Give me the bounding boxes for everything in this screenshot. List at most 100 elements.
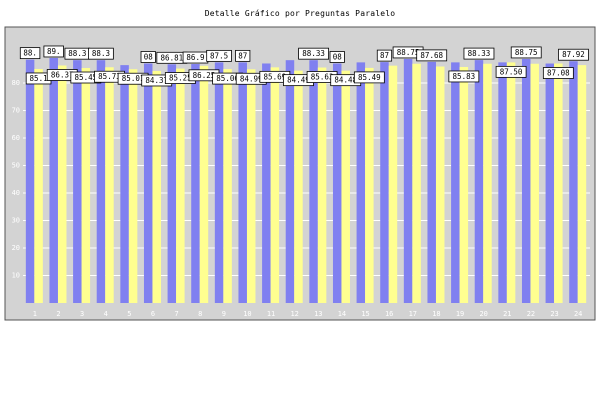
data-label: 88.3 bbox=[88, 47, 114, 60]
data-label-box bbox=[510, 46, 542, 59]
bar bbox=[577, 65, 587, 303]
x-tick-label: 6 bbox=[151, 310, 155, 318]
data-label: 08 bbox=[140, 51, 156, 63]
bar bbox=[451, 62, 460, 303]
data-label-box bbox=[376, 49, 393, 62]
bar bbox=[49, 57, 58, 303]
y-tick-label: 20 bbox=[12, 244, 20, 252]
data-label: 85.49 bbox=[353, 71, 385, 84]
x-tick-label: 13 bbox=[314, 310, 322, 318]
y-tick-label: 40 bbox=[12, 189, 20, 197]
data-label: 87.08 bbox=[542, 67, 574, 79]
bar bbox=[459, 66, 469, 303]
bar bbox=[380, 62, 389, 303]
x-tick-label: 15 bbox=[361, 310, 369, 318]
data-label-text: 85.63 bbox=[311, 73, 334, 82]
data-label-box bbox=[43, 45, 64, 58]
data-label: 88.33 bbox=[463, 47, 495, 60]
data-label-text: 85.73 bbox=[98, 72, 121, 81]
bar bbox=[128, 69, 138, 303]
x-tick-label: 17 bbox=[409, 310, 417, 318]
bar bbox=[341, 70, 350, 304]
data-label-text: 85.1 bbox=[30, 74, 48, 83]
data-label-box bbox=[448, 70, 480, 83]
bar bbox=[365, 67, 374, 303]
x-tick-label: 4 bbox=[104, 310, 108, 318]
bar bbox=[569, 61, 578, 303]
data-label: 87 bbox=[376, 49, 393, 62]
bar bbox=[270, 67, 280, 303]
data-label: 08 bbox=[329, 51, 345, 63]
data-label-text: 87.5 bbox=[210, 51, 228, 60]
x-tick-label: 2 bbox=[56, 310, 60, 318]
data-label-box bbox=[558, 48, 589, 61]
data-label-text: 87.08 bbox=[547, 69, 570, 78]
chart-title: Detalle Gráfico por Preguntas Paralelo bbox=[204, 9, 396, 18]
data-label: 86.81 bbox=[156, 51, 188, 64]
y-tick-label: 30 bbox=[12, 217, 20, 225]
x-tick-label: 19 bbox=[456, 310, 464, 318]
bar bbox=[474, 60, 484, 303]
data-label-text: 88.3 bbox=[68, 49, 86, 58]
data-label-text: 88. bbox=[23, 49, 37, 58]
data-label-text: 08 bbox=[333, 52, 343, 61]
bar bbox=[545, 63, 555, 303]
bar bbox=[388, 65, 398, 303]
x-tick-label: 12 bbox=[290, 310, 298, 318]
data-label-box bbox=[329, 51, 345, 63]
bar bbox=[506, 62, 516, 303]
bar bbox=[285, 60, 295, 303]
x-tick-label: 20 bbox=[479, 310, 487, 318]
x-tick-label: 11 bbox=[267, 310, 275, 318]
data-label-text: 87 bbox=[238, 51, 247, 60]
bar bbox=[483, 63, 492, 303]
data-label-text: 86.25 bbox=[193, 71, 216, 80]
data-label: 88. bbox=[19, 47, 41, 60]
data-label-text: 85.69 bbox=[264, 72, 287, 81]
y-tick-label: 80 bbox=[12, 79, 20, 87]
bar bbox=[554, 63, 563, 303]
bar bbox=[309, 60, 318, 303]
data-label-box bbox=[495, 65, 527, 78]
data-label: 87.50 bbox=[495, 65, 527, 78]
data-label: 89. bbox=[43, 45, 64, 58]
x-tick-label: 18 bbox=[432, 310, 440, 318]
data-label-text: 84.99 bbox=[240, 74, 263, 83]
x-tick-label: 14 bbox=[338, 310, 346, 318]
data-label-text: 88.33 bbox=[468, 49, 491, 58]
y-tick-label: 70 bbox=[12, 107, 20, 115]
data-label-box bbox=[542, 67, 574, 79]
bar bbox=[356, 62, 366, 303]
bar bbox=[332, 63, 342, 303]
bar bbox=[105, 67, 114, 304]
data-label-text: 88.75 bbox=[397, 48, 420, 57]
bar bbox=[412, 63, 421, 303]
bar bbox=[167, 64, 177, 303]
data-label-text: 85.06 bbox=[216, 74, 239, 83]
bar bbox=[81, 68, 91, 303]
x-tick-label: 5 bbox=[127, 310, 131, 318]
data-label-text: 85.45 bbox=[75, 73, 98, 82]
data-label-text: 87.50 bbox=[500, 67, 523, 76]
bar bbox=[25, 59, 35, 303]
bar bbox=[294, 70, 303, 303]
bar bbox=[403, 58, 413, 303]
bar bbox=[214, 62, 224, 303]
bar bbox=[498, 62, 507, 303]
data-label-box bbox=[206, 49, 232, 62]
data-label-text: 08 bbox=[144, 52, 154, 61]
bar bbox=[143, 63, 153, 303]
bar bbox=[262, 63, 271, 303]
data-label-text: 84.49 bbox=[287, 76, 310, 85]
bar bbox=[435, 66, 445, 303]
x-tick-label: 21 bbox=[503, 310, 511, 318]
data-label-box bbox=[416, 49, 448, 62]
y-tick-label: 50 bbox=[12, 162, 20, 170]
data-label-text: 87.68 bbox=[420, 51, 443, 60]
data-label-text: 85.01 bbox=[122, 74, 145, 83]
data-label: 87 bbox=[235, 49, 251, 62]
data-label-text: 86.37 bbox=[51, 70, 74, 79]
data-label-box bbox=[463, 47, 495, 60]
data-label-text: 86.9 bbox=[186, 53, 204, 62]
